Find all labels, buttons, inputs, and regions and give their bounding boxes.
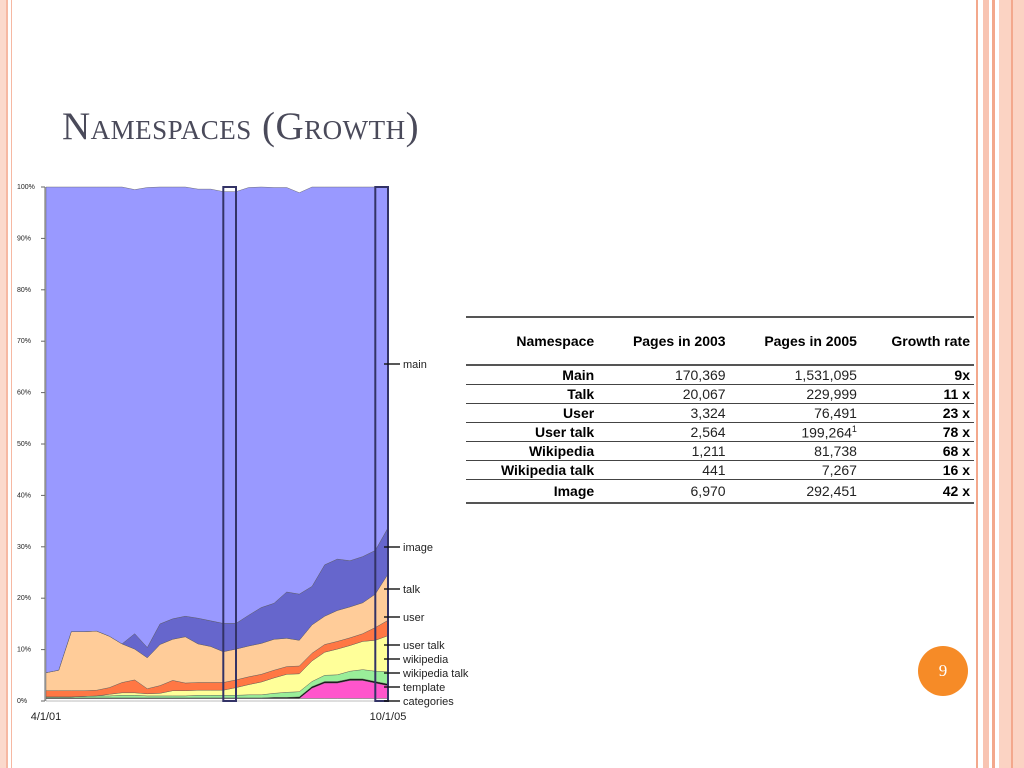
cell-growth-rate: 16 x (860, 460, 974, 480)
cell-pages-2003: 20,067 (598, 384, 730, 404)
y-tick-label: 60% (17, 390, 31, 397)
cell-pages-2005: 292,451 (729, 479, 861, 504)
highlight-box (374, 186, 389, 702)
table-row: User talk 2,564 199,2641 78 x (466, 422, 974, 442)
left-decor-bar (0, 0, 6, 768)
legend-label: main (403, 359, 427, 371)
cell-pages-2005: 76,491 (729, 403, 861, 423)
right-decor-bar (983, 0, 989, 768)
header-pages-2005: Pages in 2005 (729, 316, 861, 366)
cell-growth-rate: 23 x (860, 403, 974, 423)
left-decor-line (6, 0, 8, 768)
legend-label: wikipedia talk (402, 668, 469, 680)
table-row: Talk 20,067 229,999 11 x (466, 384, 974, 404)
cell-pages-2003: 2,564 (598, 422, 730, 442)
cell-pages-2005: 1,531,095 (729, 365, 861, 385)
cell-pages-2003: 1,211 (598, 441, 730, 461)
cell-pages-2003: 170,369 (598, 365, 730, 385)
y-tick-label: 50% (17, 441, 31, 448)
header-namespace: Namespace (466, 316, 599, 366)
table-row: Wikipedia talk 441 7,267 16 x (466, 460, 974, 480)
right-decor-line (992, 0, 995, 768)
cell-namespace: Wikipedia talk (466, 460, 599, 480)
table-header-row: Namespace Pages in 2003 Pages in 2005 Gr… (466, 316, 974, 366)
y-tick-label: 100% (17, 184, 35, 191)
legend-label: user (403, 612, 425, 624)
legend-label: template (403, 682, 445, 694)
y-tick-label: 40% (17, 492, 31, 499)
cell-pages-2005: 81,738 (729, 441, 861, 461)
highlight-box (222, 186, 238, 702)
legend-label: user talk (403, 640, 445, 652)
header-growth-rate: Growth rate (860, 316, 974, 366)
stacked-area-chart: 0% 10% 20% 30% 40% 50% 60% 70% 80% 90% 100% 4/1/01 1… (17, 184, 469, 723)
cell-namespace: User (466, 403, 599, 423)
x-tick-label: 4/1/01 (31, 711, 62, 723)
header-pages-2003: Pages in 2003 (598, 316, 730, 366)
cell-pages-2003: 3,324 (598, 403, 730, 423)
left-decor-line (11, 0, 12, 768)
table-row: Wikipedia 1,211 81,738 68 x (466, 441, 974, 461)
cell-growth-rate: 42 x (860, 479, 974, 504)
y-tick-label: 20% (17, 595, 31, 602)
y-tick-label: 80% (17, 287, 31, 294)
right-decor-line (1011, 0, 1013, 768)
cell-namespace: Main (466, 365, 599, 385)
cell-pages-2005: 199,2641 (729, 422, 861, 442)
cell-growth-rate: 68 x (860, 441, 974, 461)
right-decor-line (976, 0, 978, 768)
y-tick-label: 90% (17, 235, 31, 242)
cell-pages-2003: 6,970 (598, 479, 730, 504)
legend-label: categories (403, 696, 454, 708)
y-tick-label: 0% (17, 698, 27, 705)
slide-title: Namespaces (Growth) (62, 105, 420, 148)
cell-pages-2005: 229,999 (729, 384, 861, 404)
area-categories (45, 698, 389, 702)
cell-growth-rate: 9x (860, 365, 974, 385)
cell-namespace: User talk (466, 422, 599, 442)
legend-label: talk (403, 584, 421, 596)
table-row: Main 170,369 1,531,095 9x (466, 365, 974, 385)
legend-label: wikipedia (402, 654, 449, 666)
cell-namespace: Image (466, 479, 599, 504)
cell-namespace: Wikipedia (466, 441, 599, 461)
page-number-badge: 9 (918, 646, 968, 696)
y-tick-label: 70% (17, 338, 31, 345)
cell-pages-2005: 7,267 (729, 460, 861, 480)
cell-namespace: Talk (466, 384, 599, 404)
y-tick-label: 30% (17, 544, 31, 551)
footnote-marker: 1 (851, 423, 857, 434)
x-tick-label: 10/1/05 (370, 711, 407, 723)
table-row: User 3,324 76,491 23 x (466, 403, 974, 423)
cell-growth-rate: 78 x (860, 422, 974, 442)
namespace-growth-table: Namespace Pages in 2003 Pages in 2005 Gr… (466, 316, 974, 504)
cell-pages-2003: 441 (598, 460, 730, 480)
table-row: Image 6,970 292,451 42 x (466, 479, 974, 504)
y-tick-label: 10% (17, 647, 31, 654)
legend-label: image (403, 542, 433, 554)
cell-growth-rate: 11 x (860, 384, 974, 404)
